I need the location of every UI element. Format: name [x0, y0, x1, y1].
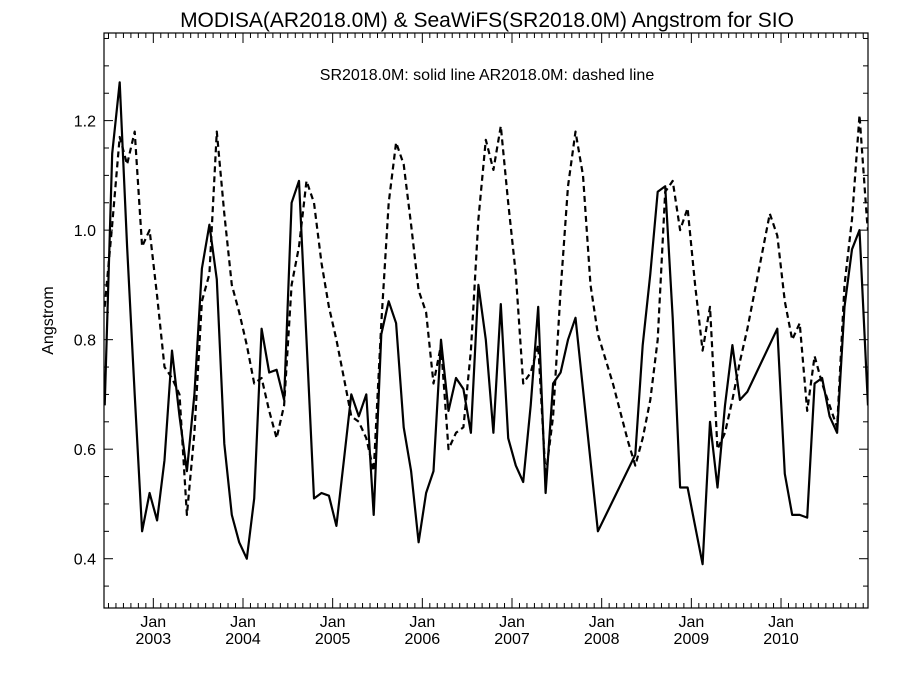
y-tick-label: 0.6: [74, 442, 96, 459]
x-tick-label-year: 2010: [763, 631, 799, 648]
x-tick-label-month: Jan: [589, 614, 615, 631]
series-line-ar2018-0m: [104, 113, 868, 517]
x-tick-label-year: 2004: [225, 631, 261, 648]
x-tick-label-year: 2005: [315, 631, 351, 648]
y-tick-label: 0.8: [74, 333, 96, 350]
plot-frame: [103, 32, 869, 609]
x-tick-label-year: 2007: [494, 631, 530, 648]
y-axis: 0.4 0.6 0.8 1.0 1.2: [74, 37, 868, 587]
x-tick-label-month: Jan: [499, 614, 525, 631]
y-tick-label: 1.0: [74, 223, 96, 240]
x-tick-label-month: Jan: [230, 614, 256, 631]
y-axis-label: Angstrom: [40, 286, 57, 354]
chart-title: MODISA(AR2018.0M) & SeaWiFS(SR2018.0M) A…: [180, 9, 794, 32]
x-tick-label-year: 2006: [405, 631, 441, 648]
x-tick-label-month: Jan: [409, 614, 435, 631]
x-tick-label-year: 2009: [674, 631, 710, 648]
x-tick-label-year: 2008: [584, 631, 620, 648]
legend-text: SR2018.0M: solid line AR2018.0M: dashed …: [320, 67, 655, 84]
series-line-sr2018-0m: [104, 81, 868, 566]
x-tick-label-year: 2003: [136, 631, 172, 648]
x-tick-label-month: Jan: [320, 614, 346, 631]
series-layer: [104, 81, 868, 566]
x-tick-label-month: Jan: [678, 614, 704, 631]
x-axis: Jan2003Jan2004Jan2005Jan2006Jan2007Jan20…: [107, 33, 864, 648]
y-tick-label: 1.2: [74, 114, 96, 131]
plot-border: [103, 32, 869, 609]
y-tick-label: 0.4: [74, 552, 96, 569]
x-tick-label-month: Jan: [768, 614, 794, 631]
x-tick-label-month: Jan: [140, 614, 166, 631]
